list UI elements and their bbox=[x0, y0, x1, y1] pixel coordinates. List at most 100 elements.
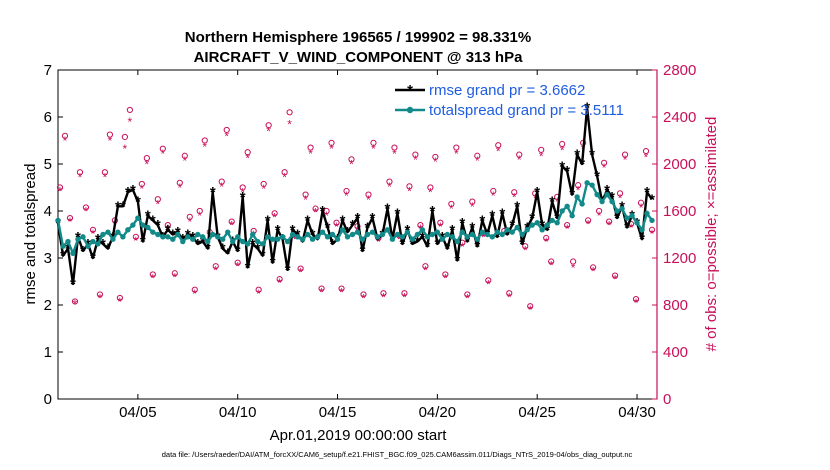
rmse-point: * bbox=[350, 217, 356, 234]
totalspread-point bbox=[135, 215, 141, 221]
obs-assimilated-point: * bbox=[324, 209, 329, 223]
totalspread-point bbox=[80, 234, 86, 240]
obs-assimilated-point: * bbox=[443, 271, 448, 285]
totalspread-point bbox=[474, 236, 480, 242]
totalspread-point bbox=[649, 217, 655, 224]
rmse-point: * bbox=[270, 255, 276, 272]
obs-assimilated-point: * bbox=[229, 219, 234, 233]
obs-possible-point bbox=[212, 263, 219, 270]
totalspread-point bbox=[145, 224, 151, 231]
rmse-point: * bbox=[609, 189, 615, 206]
obs-possible-point bbox=[474, 152, 481, 159]
rmse-point: * bbox=[554, 210, 560, 227]
totalspread-point bbox=[589, 182, 595, 188]
totalspread-point bbox=[155, 231, 161, 238]
obs-possible-point bbox=[186, 213, 193, 220]
obs-possible-point bbox=[89, 226, 97, 233]
totalspread-point bbox=[619, 205, 625, 212]
obs-possible-point bbox=[637, 199, 645, 206]
obs-assimilated-point: * bbox=[134, 234, 139, 248]
obs-assimilated-point: * bbox=[402, 290, 407, 304]
obs-assimilated-point: * bbox=[78, 170, 83, 184]
obs-assimilated-point: * bbox=[470, 200, 475, 214]
obs-assimilated-point: * bbox=[629, 221, 634, 235]
obs-possible-point bbox=[323, 207, 330, 215]
obs-possible-point bbox=[365, 191, 372, 198]
totalspread-point bbox=[195, 231, 201, 238]
obs-possible-point bbox=[106, 131, 114, 138]
totalspread-point bbox=[60, 243, 66, 249]
totalspread-point bbox=[190, 236, 196, 242]
obs-possible-point bbox=[201, 137, 208, 144]
obs-possible-point bbox=[171, 270, 178, 277]
y2-tick-label: 400 bbox=[663, 344, 688, 361]
totalspread-point bbox=[304, 231, 311, 238]
obs-possible-point bbox=[223, 126, 230, 134]
obs-possible-point bbox=[348, 156, 355, 163]
obs-assimilated-point: * bbox=[438, 220, 443, 234]
obs-possible-point bbox=[255, 286, 262, 293]
totalspread-point bbox=[504, 227, 510, 233]
totalspread-point bbox=[95, 241, 101, 247]
rmse-point: * bbox=[210, 184, 216, 201]
obs-assimilated-point: * bbox=[192, 287, 197, 301]
totalspread-point bbox=[584, 180, 590, 186]
rmse-point: * bbox=[275, 222, 281, 239]
obs-assimilated-point: * bbox=[392, 147, 397, 161]
rmse-point: * bbox=[429, 203, 435, 220]
y-tick-label: 3 bbox=[44, 250, 52, 267]
obs-possible-point bbox=[191, 286, 198, 293]
rmse-point: * bbox=[544, 222, 550, 239]
totalspread-point bbox=[424, 234, 431, 240]
rmse-point: * bbox=[325, 219, 331, 236]
obs-assimilated-point: * bbox=[634, 296, 639, 310]
legend-spread-label: totalspread grand pr = 3.5111 bbox=[429, 102, 624, 119]
rmse-point: * bbox=[494, 229, 500, 246]
x-axis-label: Apr.01,2019 00:00:00 start bbox=[270, 427, 448, 444]
obs-assimilated-point: * bbox=[428, 186, 433, 200]
obs-possible-point bbox=[176, 179, 183, 186]
rmse-point: * bbox=[479, 212, 485, 229]
obs-assimilated-point: * bbox=[523, 243, 528, 257]
rmse-point: * bbox=[165, 222, 171, 239]
rmse-point: * bbox=[255, 241, 261, 258]
rmse-series-line bbox=[56, 106, 653, 286]
totalspread-point bbox=[409, 236, 416, 242]
x-tick-label: 04/10 bbox=[219, 404, 257, 421]
obs-possible-point bbox=[621, 151, 629, 158]
obs-assimilated-point: * bbox=[240, 186, 245, 200]
rmse-point: * bbox=[574, 147, 580, 164]
obs-possible-point bbox=[328, 139, 335, 146]
obs-assimilated-point: * bbox=[607, 219, 612, 233]
rmse-point: * bbox=[644, 184, 650, 201]
obs-assimilated-point: * bbox=[366, 193, 371, 207]
obs-possible-point bbox=[559, 140, 566, 148]
y-tick-label: 0 bbox=[44, 391, 52, 408]
obs-assimilated-point: * bbox=[433, 155, 438, 169]
totalspread-point bbox=[359, 236, 366, 242]
rmse-point: * bbox=[310, 227, 316, 244]
y2-tick-label: 2000 bbox=[663, 156, 696, 173]
totalspread-point bbox=[644, 210, 650, 217]
obs-assimilated-point: * bbox=[423, 263, 428, 277]
obs-assimilated-point: * bbox=[544, 235, 549, 249]
obs-possible-point bbox=[126, 106, 133, 114]
totalspread-point bbox=[140, 222, 146, 228]
obs-assimilated-point: * bbox=[613, 273, 618, 287]
obs-assimilated-point: * bbox=[266, 125, 271, 139]
x-tick-label: 04/15 bbox=[319, 404, 357, 421]
obs-assimilated-point: * bbox=[287, 118, 292, 132]
obs-possible-point bbox=[527, 303, 534, 310]
obs-assimilated-point: * bbox=[571, 261, 576, 275]
totalspread-point bbox=[170, 236, 176, 242]
y-tick-label: 1 bbox=[44, 344, 52, 361]
obs-assimilated-point: * bbox=[293, 233, 298, 247]
rmse-point: * bbox=[489, 208, 495, 225]
obs-possible-point bbox=[605, 218, 613, 225]
obs-assimilated-point: * bbox=[182, 154, 187, 168]
rmse-point: * bbox=[320, 203, 326, 220]
rmse-point: * bbox=[385, 201, 391, 218]
rmse-point: * bbox=[624, 219, 630, 236]
obs-possible-point bbox=[522, 243, 529, 250]
totalspread-point bbox=[105, 229, 111, 235]
